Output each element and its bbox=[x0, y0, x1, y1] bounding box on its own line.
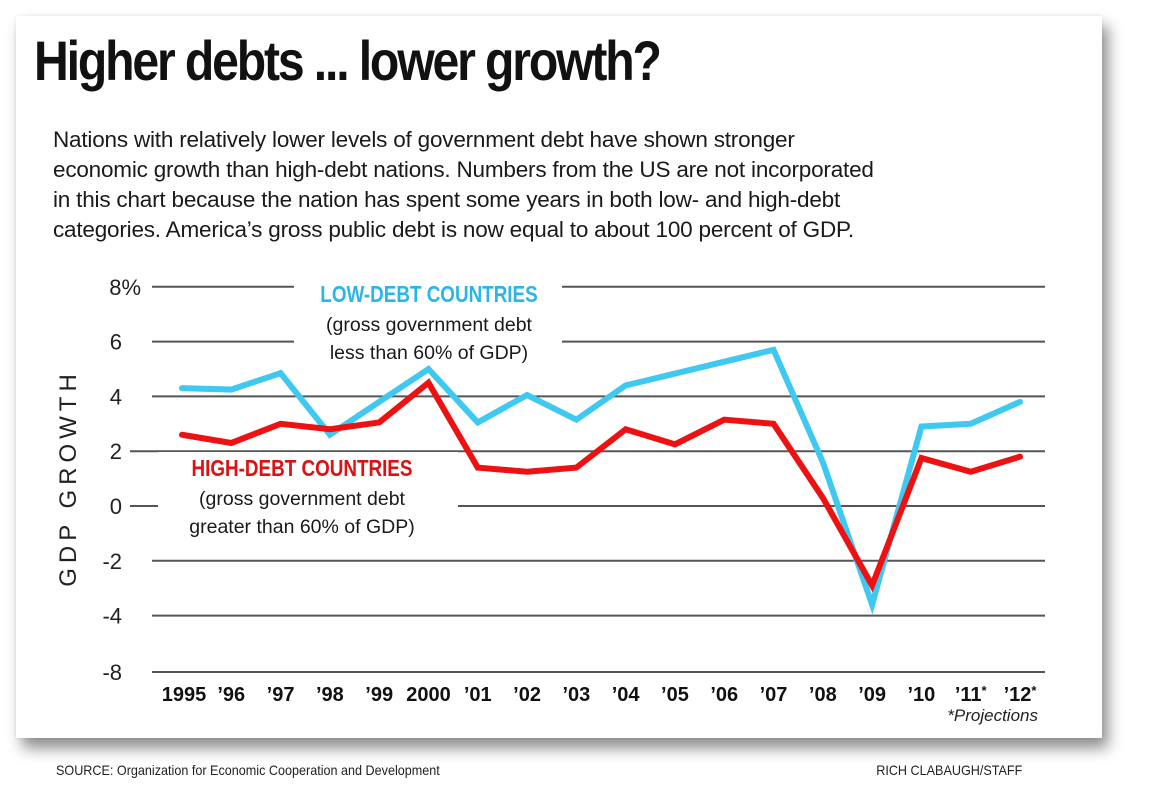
x-tick-label: ’07 bbox=[760, 684, 788, 706]
subtitle-line: categories. America’s gross public debt … bbox=[53, 217, 854, 242]
x-tick-label: 2000 bbox=[406, 684, 451, 706]
x-tick-label: 1995 bbox=[162, 684, 207, 706]
low-debt-label-group: LOW-DEBT COUNTRIES (gross government deb… bbox=[294, 278, 562, 372]
low-debt-description: less than 60% of GDP) bbox=[330, 342, 528, 364]
low-debt-series-line bbox=[179, 346, 1023, 615]
x-tick-label: ’98 bbox=[316, 684, 344, 706]
high-debt-description: (gross government debt bbox=[199, 488, 406, 510]
series-lines bbox=[179, 346, 1023, 615]
x-tick-label: ’97 bbox=[267, 684, 295, 706]
x-tick-label: ’06 bbox=[710, 684, 738, 706]
x-tick-label: ’10 bbox=[908, 684, 936, 706]
chart-title: Higher debts ... lower growth? bbox=[34, 29, 662, 92]
credit-note: RICH CLABAUGH/STAFF bbox=[875, 762, 1022, 778]
chart-card bbox=[16, 16, 1102, 738]
x-tick-label: ’03 bbox=[562, 684, 590, 706]
low-debt-description: (gross government debt bbox=[326, 314, 533, 336]
y-tick-label: -4 bbox=[102, 604, 122, 629]
x-tick-label: ’12* bbox=[1004, 683, 1038, 706]
y-tick-label: 8% bbox=[109, 275, 141, 300]
high-debt-description: greater than 60% of GDP) bbox=[189, 516, 414, 538]
x-tick-label: ’01 bbox=[464, 684, 492, 706]
high-debt-label: HIGH-DEBT COUNTRIES bbox=[192, 456, 413, 481]
high-debt-series-line bbox=[179, 378, 1023, 593]
low-debt-label: LOW-DEBT COUNTRIES bbox=[320, 282, 537, 307]
y-tick-labels: 8% 6 4 2 0 -2 -4 -8 bbox=[102, 275, 141, 685]
x-tick-label: ’11* bbox=[955, 683, 988, 706]
projections-footnote: *Projections bbox=[947, 706, 1038, 725]
y-tick-label: -2 bbox=[102, 549, 122, 574]
subtitle-line: in this chart because the nation has spe… bbox=[53, 187, 840, 212]
chart-subtitle: Nations with relatively lower levels of … bbox=[53, 125, 1053, 245]
source-note: SOURCE: Organization for Economic Cooper… bbox=[56, 762, 440, 778]
y-tick-label: -8 bbox=[102, 660, 122, 685]
x-tick-label: ’09 bbox=[858, 684, 886, 706]
x-tick-label: ’02 bbox=[513, 684, 541, 706]
subtitle-line: Nations with relatively lower levels of … bbox=[53, 127, 795, 152]
y-tick-label: 2 bbox=[110, 439, 122, 464]
y-tick-label: 4 bbox=[110, 384, 122, 409]
y-tick-label: 6 bbox=[110, 330, 122, 355]
y-tick-label: 0 bbox=[110, 494, 122, 519]
y-axis-label: GDP GROWTH bbox=[55, 369, 82, 587]
subtitle-line: economic growth than high-debt nations. … bbox=[53, 157, 874, 182]
x-tick-label: ’08 bbox=[809, 684, 837, 706]
x-tick-label: ’05 bbox=[661, 684, 689, 706]
x-tick-label: ’04 bbox=[612, 684, 641, 706]
x-tick-labels: 1995 ’96 ’97 ’98 ’99 2000 ’01 ’02 ’03 ’04 ’05 ’06 ’0… bbox=[162, 683, 1038, 706]
high-debt-label-group: HIGH-DEBT COUNTRIES (gross government de… bbox=[158, 452, 458, 546]
x-tick-label: ’99 bbox=[365, 684, 393, 706]
x-tick-label: ’96 bbox=[217, 684, 245, 706]
